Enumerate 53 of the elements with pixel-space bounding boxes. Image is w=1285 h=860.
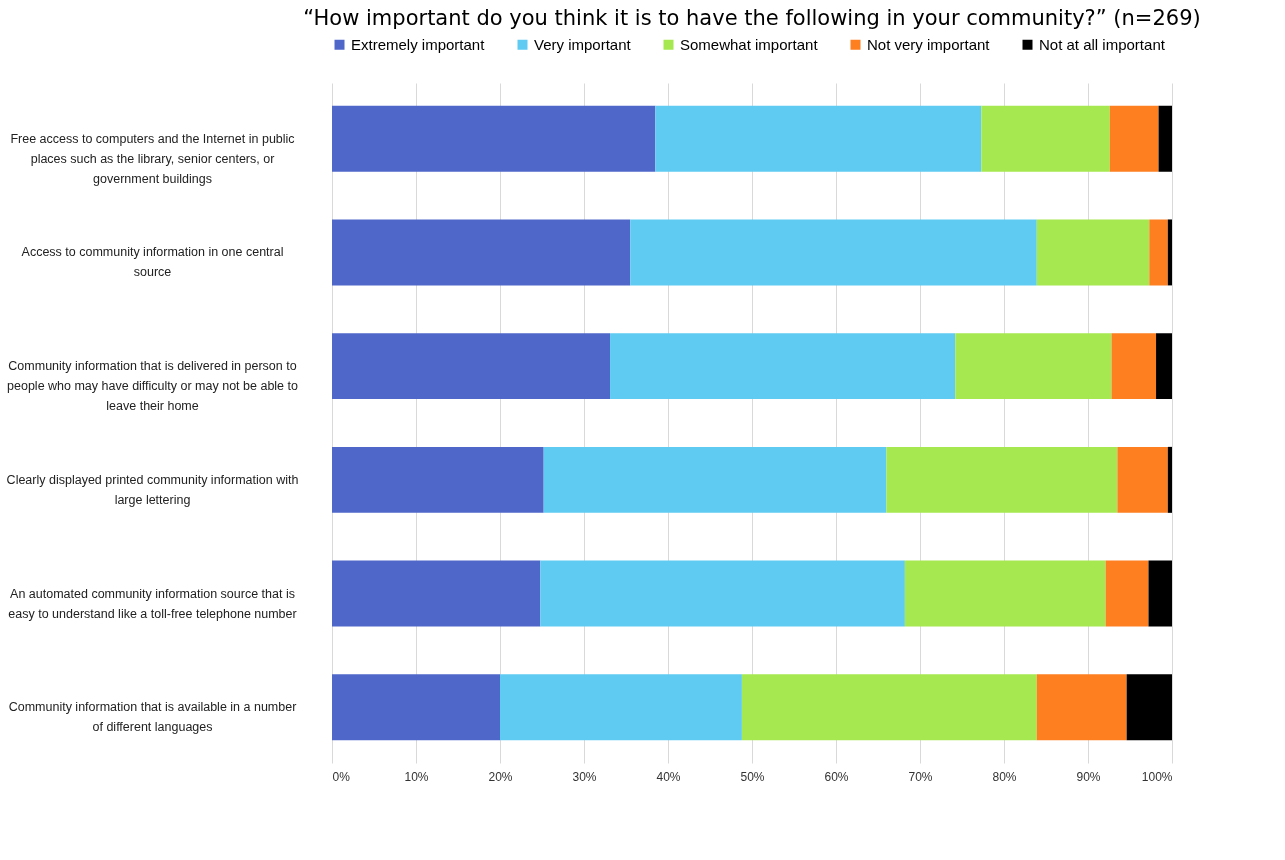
- bar: [332, 446, 544, 513]
- legend-label: Not at all important: [1039, 35, 1166, 53]
- y-tick-label: Access to community information in one central source: [21, 245, 284, 280]
- bar: [332, 560, 541, 627]
- chart-title: “How important do you think it is to have the following in your community?” (n=269): [303, 6, 1201, 30]
- bar: [1148, 560, 1172, 627]
- bar: [1036, 219, 1150, 286]
- bar: [610, 333, 956, 400]
- y-tick-label: Clearly displayed printed community information with large lettering: [6, 472, 299, 507]
- bar: [741, 674, 1037, 741]
- bar: [1158, 105, 1172, 172]
- bar: [1117, 446, 1168, 513]
- legend-label: Very important: [534, 35, 632, 53]
- bar: [500, 674, 742, 741]
- x-tick-label: 60%: [824, 769, 849, 784]
- bar: [332, 674, 500, 741]
- bar: [1111, 333, 1157, 400]
- bar: [1105, 560, 1149, 627]
- bar: [543, 446, 887, 513]
- bar: [955, 333, 1112, 400]
- x-tick-label: 50%: [740, 769, 765, 784]
- x-tick-label: 10%: [404, 769, 429, 784]
- bar: [655, 105, 982, 172]
- y-tick-label: Community information that is delivered in person to people who may have difficulty or may not be able to leave their home: [7, 359, 298, 414]
- x-tick-label: 100%: [1141, 769, 1173, 784]
- bar: [886, 446, 1118, 513]
- bar: [332, 333, 611, 400]
- bar: [630, 219, 1037, 286]
- bar: [1109, 105, 1159, 172]
- bar: [1036, 674, 1127, 741]
- bar: [540, 560, 905, 627]
- bar: [332, 219, 631, 286]
- x-tick-label: 80%: [992, 769, 1017, 784]
- x-tick-label: 30%: [572, 769, 597, 784]
- legend-label: Extremely important: [351, 35, 486, 53]
- x-tick-label: 20%: [488, 769, 513, 784]
- bar: [981, 105, 1110, 172]
- x-tick-label: 90%: [1076, 769, 1101, 784]
- legend-label: Somewhat important: [680, 35, 819, 53]
- x-tick-label: 40%: [656, 769, 681, 784]
- bar: [1156, 333, 1172, 400]
- y-tick-label: An automated community information source that is easy to understand like a toll-free telephone number: [8, 586, 297, 621]
- bar: [1167, 219, 1172, 286]
- bar: [904, 560, 1106, 627]
- x-tick-label: 70%: [908, 769, 933, 784]
- bar: [1126, 674, 1172, 741]
- x-tick-label: 0%: [332, 769, 351, 784]
- bar: [1167, 446, 1172, 513]
- legend-label: Not very important: [867, 35, 991, 53]
- y-tick-label: Community information that is available in a number of different languages: [8, 700, 297, 735]
- bar: [332, 105, 656, 172]
- bar: [1149, 219, 1168, 286]
- y-tick-label: Free access to computers and the Internet in public places such as the library, senior centers, or government buildings: [10, 131, 295, 186]
